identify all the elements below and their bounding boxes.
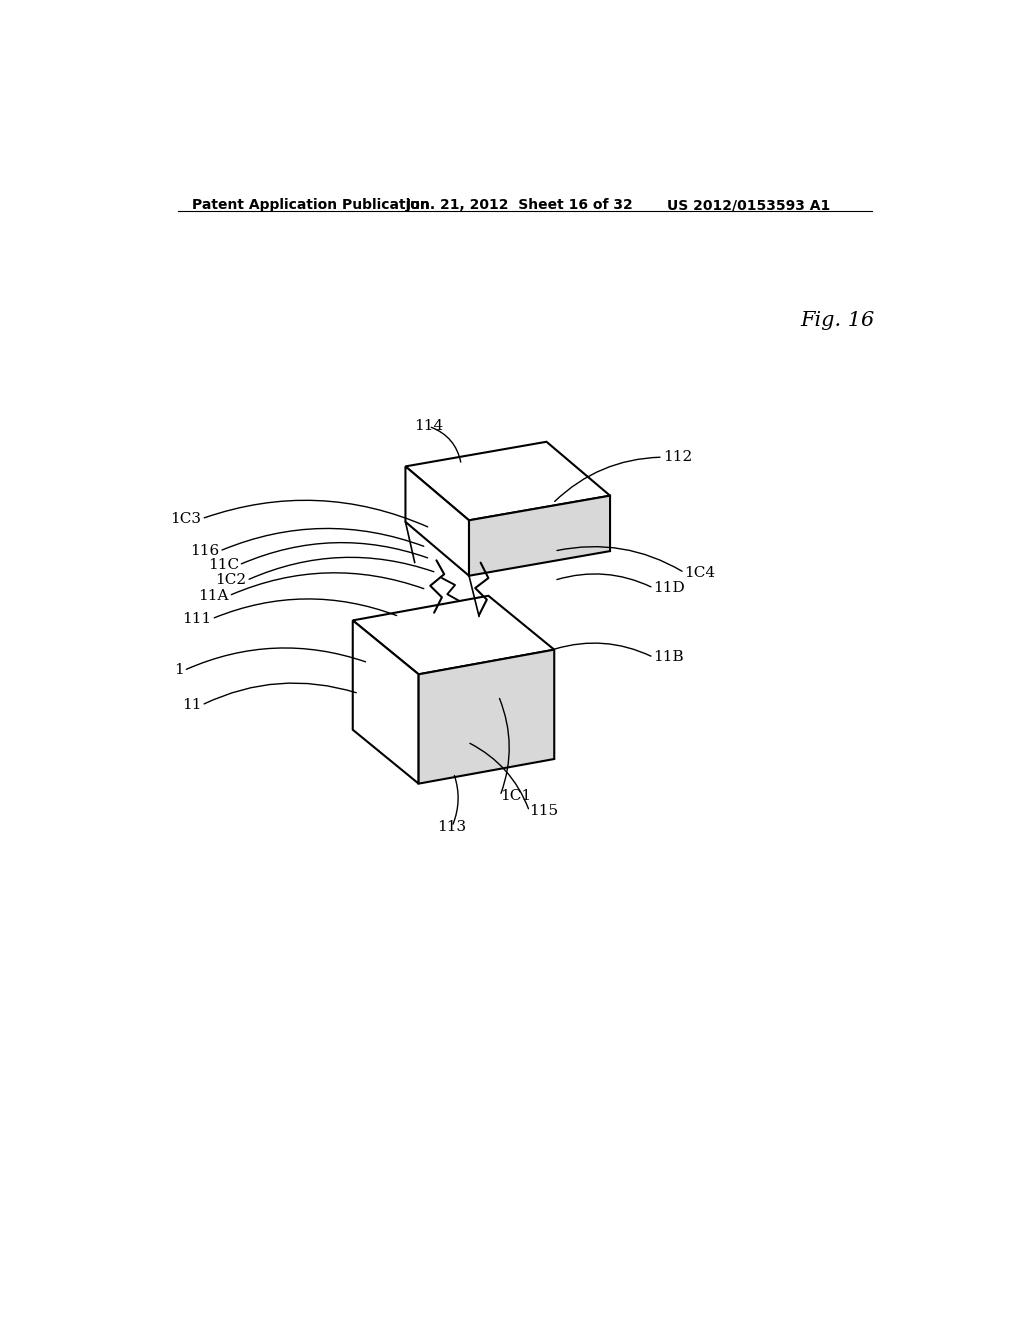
Text: 116: 116 [190, 544, 219, 558]
Text: 112: 112 [663, 450, 692, 465]
Text: 11: 11 [182, 698, 202, 711]
Text: 11D: 11D [653, 581, 685, 595]
Text: 11C: 11C [208, 558, 239, 572]
Text: 1C2: 1C2 [215, 573, 247, 587]
Text: 115: 115 [529, 804, 558, 818]
Text: 1C1: 1C1 [500, 789, 531, 803]
Text: US 2012/0153593 A1: US 2012/0153593 A1 [667, 198, 829, 213]
Text: 11A: 11A [199, 589, 228, 603]
Polygon shape [352, 595, 554, 675]
Text: 111: 111 [182, 612, 212, 626]
Polygon shape [469, 496, 610, 576]
Text: 1C4: 1C4 [684, 566, 716, 579]
Text: 11B: 11B [653, 651, 684, 664]
Text: Jun. 21, 2012  Sheet 16 of 32: Jun. 21, 2012 Sheet 16 of 32 [406, 198, 633, 213]
Text: 113: 113 [437, 820, 467, 834]
Text: Fig. 16: Fig. 16 [801, 312, 874, 330]
Text: 1C3: 1C3 [171, 512, 202, 525]
Text: 1: 1 [174, 664, 183, 677]
Polygon shape [419, 649, 554, 784]
Text: 114: 114 [414, 420, 443, 433]
Polygon shape [406, 442, 610, 520]
Text: Patent Application Publication: Patent Application Publication [191, 198, 429, 213]
Polygon shape [406, 466, 469, 576]
Polygon shape [352, 620, 419, 784]
